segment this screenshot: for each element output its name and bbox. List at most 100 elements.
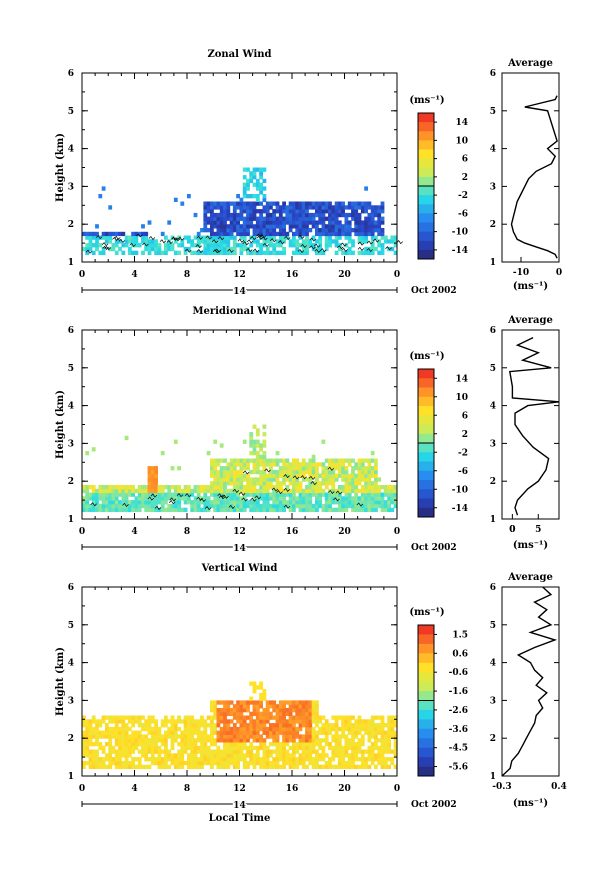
field-cell <box>308 477 313 482</box>
field-cell <box>213 760 218 766</box>
contour-line <box>122 502 129 507</box>
field-cell <box>331 500 336 505</box>
field-cell <box>252 235 257 240</box>
field-cell <box>278 700 283 705</box>
contour-line <box>252 248 260 253</box>
field-cell <box>127 749 132 754</box>
field-cell <box>347 757 352 762</box>
field-cell <box>387 738 391 743</box>
field-cell <box>315 488 319 494</box>
field-cell <box>232 216 237 221</box>
field-cell <box>265 496 270 501</box>
field-cell <box>180 745 185 751</box>
field-cell <box>285 220 290 225</box>
field-cell <box>337 246 342 252</box>
field-cell <box>315 477 319 482</box>
contour-line <box>218 495 226 500</box>
field-cell <box>334 466 339 471</box>
field-cell <box>232 723 237 728</box>
field-cell <box>210 708 214 713</box>
field-cell <box>157 734 162 739</box>
field-cell <box>226 492 231 497</box>
field-cell <box>167 503 172 509</box>
field-cell <box>249 212 254 218</box>
field-cell <box>170 492 175 497</box>
field-cell <box>364 723 368 728</box>
field-cell <box>292 466 296 471</box>
field-cell <box>308 473 313 478</box>
field-cell <box>193 212 198 218</box>
field-cell <box>236 205 240 210</box>
field-cell <box>269 715 273 720</box>
field-cell <box>272 469 277 475</box>
contour-line <box>297 248 305 254</box>
field-cell <box>377 477 382 482</box>
field-cell <box>223 216 227 221</box>
colorbar-label: -10 <box>452 485 468 495</box>
field-cell <box>154 719 158 724</box>
field-cell <box>360 485 365 490</box>
field-cell <box>311 473 316 478</box>
field-cell <box>259 454 263 459</box>
field-cell <box>118 730 122 735</box>
date-day-label: 14 <box>233 287 246 297</box>
field-cell <box>85 745 90 751</box>
field-cell <box>105 730 109 735</box>
field-cell <box>272 738 277 743</box>
field-cell <box>295 458 300 463</box>
field-cell <box>364 500 368 505</box>
field-cell <box>242 462 247 467</box>
field-cell <box>364 485 368 490</box>
average-y-tick-label: 2 <box>490 220 496 230</box>
field-cell <box>108 235 113 240</box>
field-cell <box>328 216 332 221</box>
field-cell <box>127 753 132 758</box>
colorbar-segment <box>418 396 434 407</box>
field-cell <box>360 507 365 512</box>
field-cell <box>390 749 395 754</box>
field-cell <box>305 704 309 709</box>
field-cell <box>341 757 345 762</box>
field-cell <box>150 473 155 478</box>
field-cell <box>239 730 244 735</box>
field-cell <box>108 492 113 497</box>
field-cell <box>269 250 273 255</box>
average-y-tick-label: 1 <box>490 772 496 782</box>
field-cell <box>259 216 263 221</box>
field-cell <box>374 503 378 509</box>
field-cell <box>282 730 286 735</box>
field-cell <box>223 753 227 758</box>
colorbar-segment <box>418 131 434 141</box>
contour-line <box>335 490 343 495</box>
field-cell <box>255 243 260 248</box>
field-cell <box>387 745 391 751</box>
field-cell <box>387 715 391 720</box>
field-cell <box>219 443 224 448</box>
y-tick-label: 1 <box>68 515 74 525</box>
field-cell <box>111 496 116 501</box>
contour-line <box>308 475 316 480</box>
colorbar-label: 14 <box>455 374 468 384</box>
field-cell <box>367 734 372 739</box>
field-cell <box>275 224 280 229</box>
field-cell <box>265 477 270 482</box>
field-cell <box>272 212 277 218</box>
field-cell <box>229 734 234 739</box>
field-cell <box>239 503 244 509</box>
field-cell <box>360 757 365 762</box>
contour-line <box>341 247 349 252</box>
field-cell <box>278 473 283 478</box>
field-cell <box>216 753 221 758</box>
field-cell <box>370 481 375 486</box>
field-cell <box>328 220 332 225</box>
field-cell <box>354 730 359 735</box>
field-cell <box>219 231 224 237</box>
field-cell <box>121 243 126 248</box>
field-cell <box>82 246 86 252</box>
field-cell <box>370 749 375 754</box>
field-cell <box>298 734 303 739</box>
field-cell <box>334 496 339 501</box>
field-cell <box>269 212 273 218</box>
field-cell <box>173 738 178 743</box>
field-cell <box>239 719 244 724</box>
